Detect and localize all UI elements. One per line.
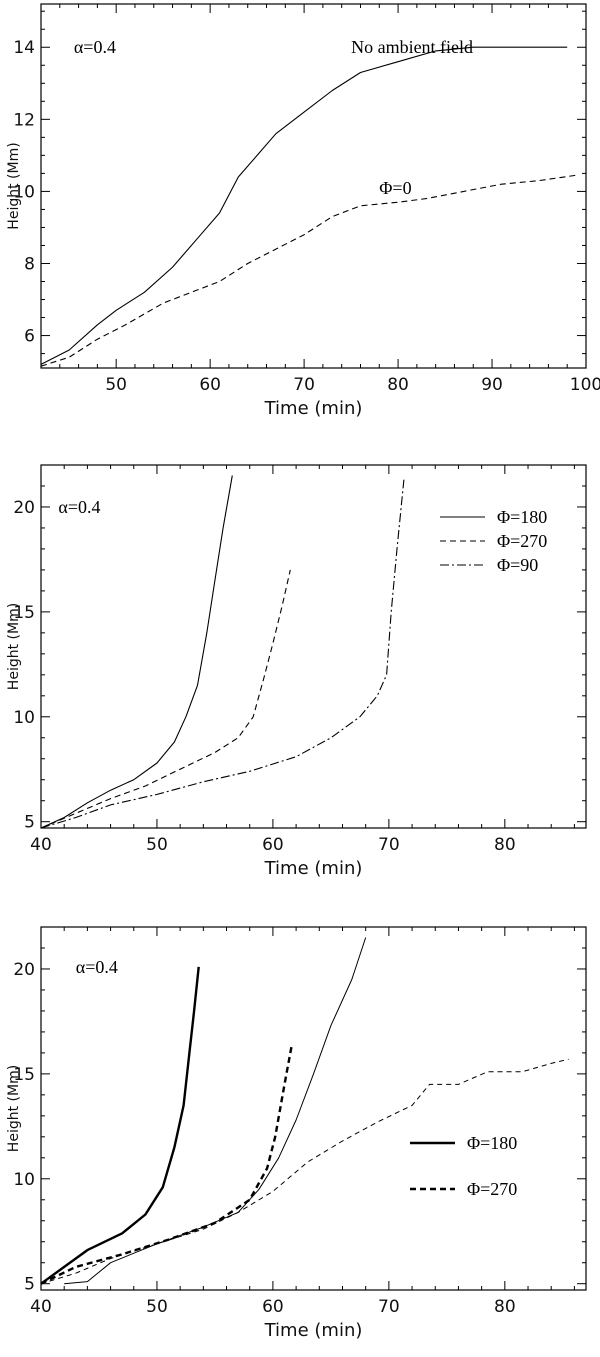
series-line-Φ-90 [40, 479, 405, 829]
y-tick-label: 15 [13, 603, 35, 623]
series-line-unlabeled-1 [40, 174, 577, 367]
plot-frame [40, 3, 587, 369]
x-tick-label: 40 [30, 835, 52, 855]
legend-label: Φ=270 [467, 1179, 517, 1199]
panel-middle: 40 50 60 70 80 5 10 15 20 Time (min) Height (Mm) α=… [6, 464, 587, 879]
x-tick-label: 50 [146, 1297, 168, 1317]
y-tick-label: 8 [24, 254, 35, 274]
annotation-text: α=0.4 [58, 497, 100, 517]
series-line-unlabeled-2 [64, 937, 367, 1285]
y-axis-title: Height (Mm) [6, 1065, 22, 1152]
y-axis-title: Height (Mm) [6, 603, 22, 690]
x-tick-label: 60 [262, 835, 284, 855]
y-tick-label: 6 [24, 327, 35, 347]
y-tick-label: 12 [13, 110, 35, 130]
annotation-text: α=0.4 [74, 37, 116, 57]
y-tick-label: 10 [13, 182, 35, 202]
series-line-Φ-270 [40, 569, 291, 829]
legend-label: Φ=90 [497, 555, 538, 575]
y-tick-label: 10 [13, 1170, 35, 1190]
series-line-unlabeled-0 [40, 46, 568, 365]
x-axis-title: Time (min) [264, 398, 363, 419]
y-tick-label: 14 [13, 38, 35, 58]
y-tick-label: 15 [13, 1065, 35, 1085]
annotation-text: Φ=0 [379, 178, 411, 198]
series-line-Φ-180 [40, 475, 233, 829]
panel-bottom: 40 50 60 70 80 5 10 15 20 Time (min) Height (Mm) α=… [6, 926, 587, 1341]
legend-label: Φ=180 [497, 507, 547, 527]
x-tick-label: 60 [262, 1297, 284, 1317]
y-tick-label: 5 [24, 813, 35, 833]
x-tick-label: 40 [30, 1297, 52, 1317]
panel-top: 50 60 70 80 90 100 6 8 10 12 14 Time (min) Height (M… [6, 3, 600, 419]
x-tick-label: 80 [494, 835, 516, 855]
legend-label: Φ=180 [467, 1133, 517, 1153]
x-tick-label: 70 [378, 1297, 400, 1317]
plot-frame [40, 464, 587, 829]
series-line-Φ-180 [40, 966, 200, 1285]
series-line-Φ-270 [40, 1046, 293, 1285]
y-tick-label: 10 [13, 708, 35, 728]
x-axis-title: Time (min) [264, 858, 363, 879]
x-tick-label: 50 [105, 375, 127, 395]
x-tick-label: 80 [387, 375, 409, 395]
x-tick-label: 60 [199, 375, 221, 395]
x-tick-label: 70 [378, 835, 400, 855]
x-tick-label: 70 [293, 375, 315, 395]
x-axis-title: Time (min) [264, 1320, 363, 1341]
x-tick-label: 50 [146, 835, 168, 855]
legend-label: Φ=270 [497, 531, 547, 551]
y-tick-label: 5 [24, 1275, 35, 1295]
x-tick-label: 80 [494, 1297, 516, 1317]
y-tick-label: 20 [13, 498, 35, 518]
x-tick-label: 90 [481, 375, 503, 395]
plot-frame [40, 926, 587, 1291]
y-tick-label: 20 [13, 960, 35, 980]
x-tick-label: 100 [570, 375, 600, 395]
series-line-unlabeled-3 [40, 1058, 569, 1285]
y-axis-title: Height (Mm) [6, 142, 22, 229]
annotation-text: α=0.4 [76, 957, 118, 977]
annotation-text: No ambient field [351, 37, 473, 57]
